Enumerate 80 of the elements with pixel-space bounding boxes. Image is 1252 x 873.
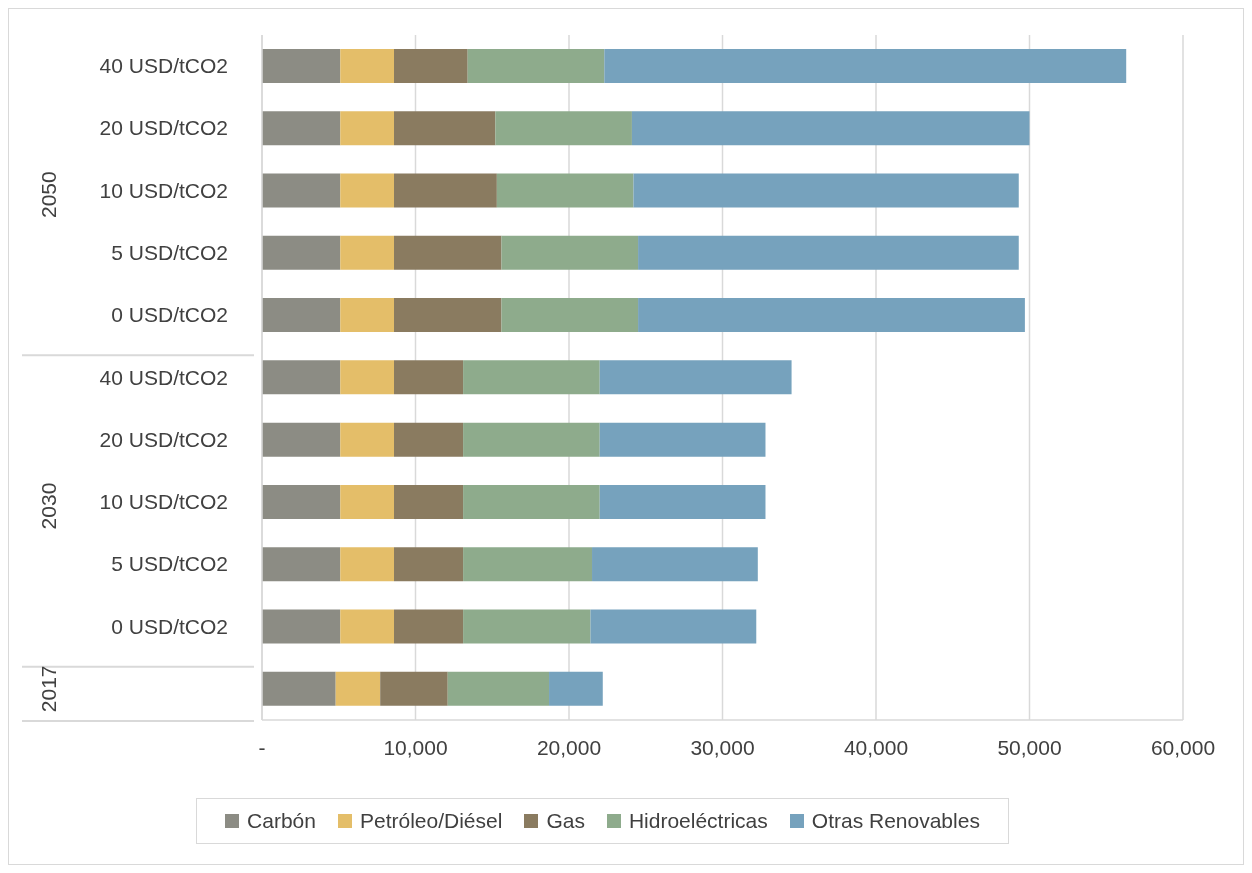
- bar: [501, 298, 639, 333]
- bar: [467, 49, 605, 83]
- bar: [380, 671, 448, 706]
- legend-label: Carbón: [246, 809, 316, 833]
- bar: [638, 298, 1025, 333]
- bar: [394, 173, 497, 208]
- legend-label: Hidroeléctricas: [627, 809, 768, 833]
- bar: [394, 547, 464, 582]
- bar: [340, 609, 395, 644]
- legend-label: Gas: [545, 809, 585, 833]
- bar: [631, 111, 1030, 146]
- y-tick-label: 0 USD/tCO2: [111, 303, 228, 327]
- legend-label: Petróleo/Diésel: [359, 809, 503, 833]
- bar: [447, 671, 550, 706]
- x-tick-label: 40,000: [843, 735, 909, 759]
- x-tick-label: 10,000: [383, 735, 448, 759]
- y-tick-label: 20 USD/tCO2: [99, 116, 228, 140]
- bar: [394, 235, 502, 270]
- text: 2030: [37, 482, 60, 530]
- bar: [340, 49, 395, 83]
- bar: [394, 298, 502, 333]
- bar: [340, 173, 395, 208]
- y-tick-label: 5 USD/tCO2: [111, 240, 228, 264]
- y-tick-label: 10 USD/tCO2: [99, 178, 228, 202]
- bar: [340, 547, 395, 582]
- bar: [638, 235, 1019, 270]
- bar: [262, 671, 336, 706]
- bar: [340, 422, 395, 457]
- x-tick-label: -: [258, 735, 266, 759]
- bar: [394, 422, 464, 457]
- bar: [340, 111, 395, 146]
- bar: [262, 111, 341, 146]
- bar: [262, 422, 341, 457]
- x-tick-label: 60,000: [1150, 735, 1216, 759]
- bar: [262, 49, 341, 83]
- bar: [340, 360, 395, 395]
- bar: [463, 484, 600, 519]
- y-tick-label: 5 USD/tCO2: [111, 552, 228, 576]
- bar: [262, 609, 341, 644]
- bar: [340, 298, 395, 333]
- bar: [262, 173, 341, 208]
- bar: [599, 360, 792, 395]
- bar: [394, 609, 464, 644]
- bar: [463, 422, 600, 457]
- bar: [340, 235, 395, 270]
- bar: [394, 484, 464, 519]
- bar: [394, 360, 464, 395]
- bar: [262, 484, 341, 519]
- x-tick-label: 20,000: [536, 735, 602, 759]
- bar: [463, 609, 591, 644]
- x-tick-label: 30,000: [690, 735, 755, 759]
- bar: [262, 360, 341, 395]
- x-tick-label: 50,000: [997, 735, 1062, 759]
- bar: [501, 235, 639, 270]
- y-tick-label: 10 USD/tCO2: [99, 490, 228, 514]
- legend-label: Otras Renovables: [810, 809, 980, 833]
- y-tick-label: 20 USD/tCO2: [99, 427, 228, 451]
- bar: [335, 671, 381, 706]
- bar: [262, 547, 341, 582]
- bar: [262, 235, 341, 270]
- bar: [592, 547, 758, 582]
- bar: [394, 111, 496, 146]
- bar: [496, 173, 634, 208]
- bar: [590, 609, 757, 644]
- text: 2017: [37, 665, 60, 713]
- bar: [394, 49, 468, 83]
- bar: [463, 360, 600, 395]
- text: 2050: [37, 171, 60, 219]
- bar: [549, 671, 603, 706]
- y-tick-label: 0 USD/tCO2: [111, 614, 228, 638]
- y-tick-label: 40 USD/tCO2: [99, 365, 228, 389]
- y-tick-label: 40 USD/tCO2: [99, 54, 228, 78]
- bar: [463, 547, 593, 582]
- bar: [262, 298, 341, 333]
- bar: [604, 49, 1127, 83]
- bar: [495, 111, 632, 146]
- bar: [340, 484, 395, 519]
- bar: [599, 484, 766, 519]
- bar: [633, 173, 1019, 208]
- bar: [599, 422, 766, 457]
